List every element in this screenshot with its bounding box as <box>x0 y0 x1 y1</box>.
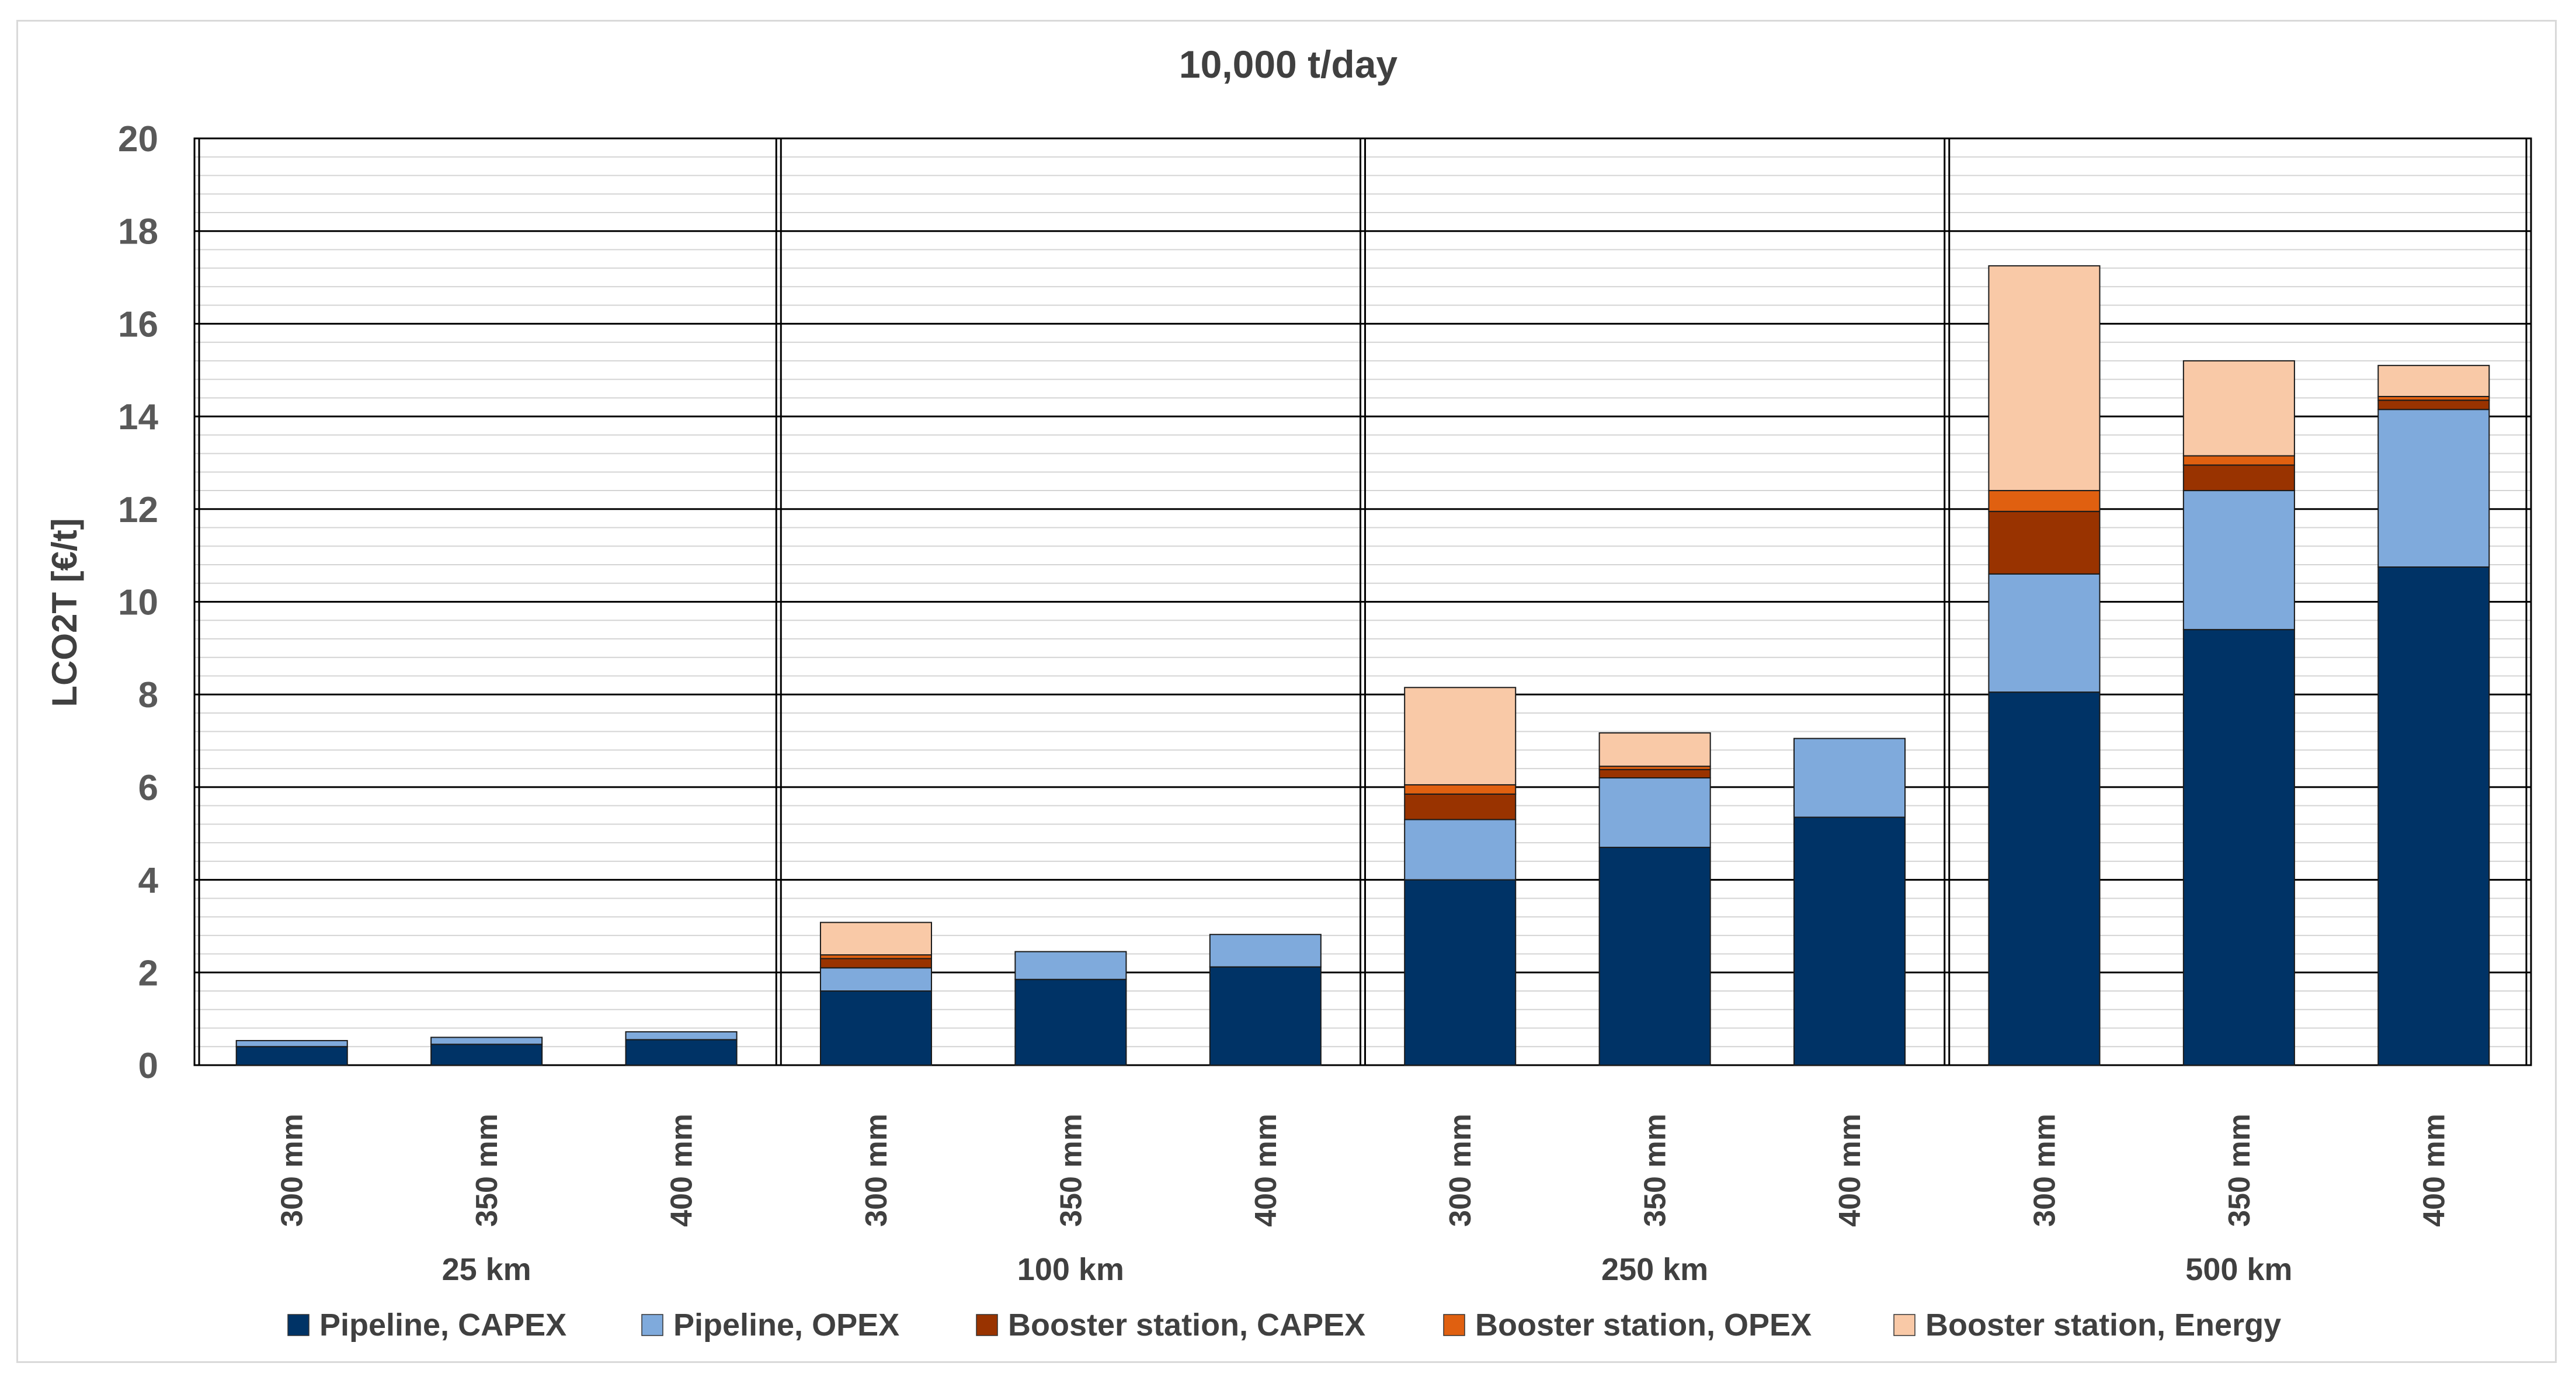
chart-svg: 10,000 t/day LCO2T [€/t] 0 2 4 6 8 10 12 14 16 18… <box>45 43 2532 1343</box>
legend-label: Booster station, CAPEX <box>1008 1308 1365 1343</box>
y-tick-label: 6 <box>138 768 158 808</box>
category-label: 350 mm <box>470 1114 504 1227</box>
group-labels: 25 km 100 km 250 km 500 km <box>442 1252 2293 1287</box>
category-label: 300 mm <box>1444 1114 1478 1227</box>
major-grid <box>193 137 2532 1066</box>
bar-segment <box>1209 966 1322 1066</box>
bar-segment <box>2377 399 2490 411</box>
bar-segment <box>2377 566 2490 1066</box>
bar-segment <box>1014 979 1127 1066</box>
bar-segment <box>1793 816 1906 1066</box>
bar-segment <box>2182 360 2295 457</box>
bar-segment <box>1404 687 1517 785</box>
legend-swatch <box>1443 1314 1465 1336</box>
y-tick-labels: 0 2 4 6 8 10 12 14 16 18 20 <box>118 119 158 1086</box>
bar-segment <box>1598 847 1711 1066</box>
category-label: 400 mm <box>1249 1114 1283 1227</box>
bar-segment <box>1988 510 2101 575</box>
bar-segment <box>2182 455 2295 466</box>
category-label: 300 mm <box>860 1114 894 1227</box>
bar-segment <box>819 921 932 956</box>
bar-segment <box>625 1031 738 1041</box>
y-axis-label: LCO2T [€/t] <box>45 518 84 707</box>
bar-segment <box>1404 784 1517 795</box>
bar-segment <box>1404 793 1517 820</box>
chart-frame: 10,000 t/day LCO2T [€/t] 0 2 4 6 8 10 12 14 16 18… <box>16 20 2557 1363</box>
legend-swatch <box>641 1314 663 1336</box>
bar-segment <box>819 967 932 992</box>
y-tick-label: 16 <box>118 304 158 345</box>
bar-segment <box>1988 490 2101 512</box>
category-label: 400 mm <box>2417 1114 2451 1227</box>
bar-segment <box>1404 819 1517 881</box>
legend-label: Pipeline, OPEX <box>673 1308 899 1343</box>
y-tick-label: 14 <box>118 397 158 437</box>
bar-segment <box>1988 265 2101 492</box>
group-label: 250 km <box>1601 1252 1708 1287</box>
category-label: 350 mm <box>1054 1114 1088 1227</box>
legend-swatch <box>287 1314 310 1336</box>
category-label: 350 mm <box>1639 1114 1673 1227</box>
y-tick-label: 0 <box>138 1046 158 1086</box>
bars <box>235 265 2490 1066</box>
bar-segment <box>235 1039 348 1048</box>
bar-segment <box>1988 691 2101 1066</box>
legend-swatch <box>976 1314 998 1336</box>
bar-segment <box>625 1039 738 1066</box>
group-label: 100 km <box>1017 1252 1124 1287</box>
group-label: 25 km <box>442 1252 531 1287</box>
bar-segment <box>1598 768 1711 779</box>
bar-segment <box>1793 738 1906 818</box>
legend-swatch <box>1893 1314 1916 1336</box>
chart-title: 10,000 t/day <box>1179 43 1398 86</box>
bar-segment <box>1404 879 1517 1066</box>
bar-segment <box>430 1044 543 1066</box>
bar-segment <box>430 1037 543 1045</box>
category-label: 350 mm <box>2223 1114 2257 1227</box>
group-label: 500 km <box>2185 1252 2292 1287</box>
legend-label: Booster station, OPEX <box>1475 1308 1812 1343</box>
bar-segment <box>1598 732 1711 767</box>
bar-segment <box>2377 364 2490 397</box>
category-label: 400 mm <box>1833 1114 1867 1227</box>
bar-segment <box>1988 573 2101 693</box>
y-tick-label: 2 <box>138 953 158 993</box>
y-tick-label: 20 <box>118 119 158 159</box>
category-label: 400 mm <box>665 1114 699 1227</box>
bar-segment <box>819 958 932 969</box>
y-tick-label: 10 <box>118 583 158 623</box>
legend-label: Pipeline, CAPEX <box>319 1308 566 1343</box>
y-tick-label: 18 <box>118 212 158 252</box>
y-tick-label: 8 <box>138 675 158 715</box>
bar-segment <box>1014 951 1127 980</box>
y-tick-label: 12 <box>118 490 158 530</box>
group-dividers <box>193 138 2532 1065</box>
bar-segment <box>2182 464 2295 492</box>
bar-segment <box>235 1046 348 1066</box>
category-label: 300 mm <box>276 1114 310 1227</box>
legend-label: Booster station, Energy <box>1925 1308 2281 1343</box>
bar-segment <box>2377 409 2490 568</box>
y-tick-label: 4 <box>138 861 159 901</box>
bar-segment <box>2182 629 2295 1066</box>
category-labels: 300 mm 350 mm 400 mm 300 mm 350 mm 400 mm 300 … <box>276 1114 2452 1227</box>
bar-segment <box>819 990 932 1066</box>
bar-segment <box>1209 934 1322 968</box>
bar-segment <box>1598 777 1711 849</box>
bar-segment <box>2182 490 2295 631</box>
legend: Pipeline, CAPEX Pipeline, OPEX Booster sta… <box>287 1308 2281 1343</box>
category-label: 300 mm <box>2028 1114 2062 1227</box>
